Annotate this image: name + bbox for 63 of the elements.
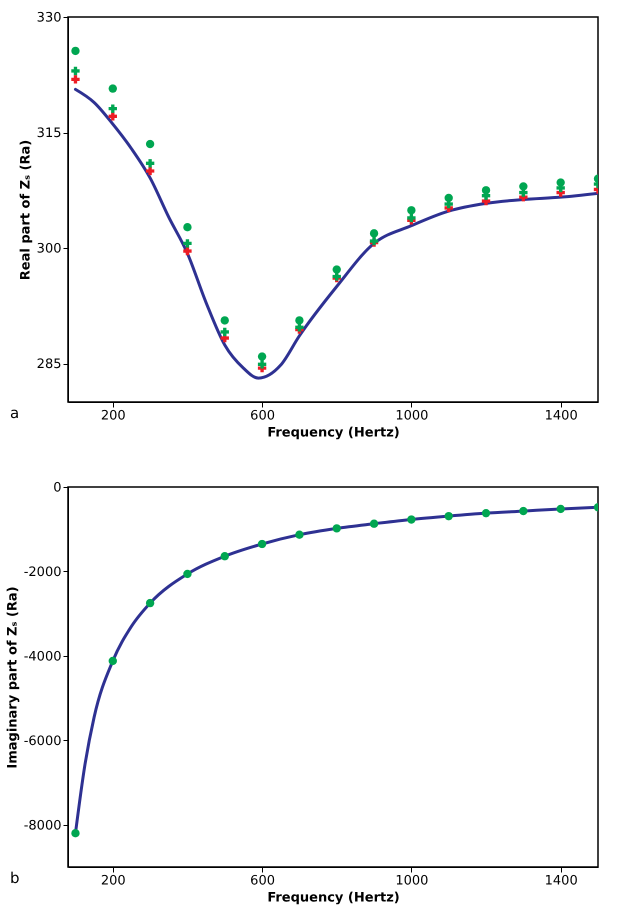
y-tick-label: 330 (36, 10, 62, 26)
point (183, 223, 192, 232)
y-tick-label: -6000 (24, 734, 62, 749)
point (519, 182, 528, 191)
point (295, 316, 304, 325)
y-tick-label: -8000 (24, 818, 62, 834)
point (482, 186, 490, 194)
y-tick-label: -4000 (24, 649, 62, 664)
point (370, 229, 378, 238)
point (220, 552, 229, 560)
point (407, 515, 416, 524)
point (556, 504, 565, 514)
y-tick-label: 285 (36, 357, 62, 372)
point (108, 656, 117, 666)
text: a (10, 404, 20, 422)
point (295, 530, 304, 539)
point (258, 540, 266, 548)
point (407, 214, 416, 222)
point (71, 46, 80, 56)
point (146, 159, 154, 168)
point (108, 112, 117, 121)
line-series (74, 88, 598, 380)
point (71, 829, 80, 838)
point (444, 194, 453, 202)
y-tick-label: 300 (36, 242, 62, 256)
point (370, 520, 378, 528)
point (444, 512, 453, 520)
point (220, 328, 229, 336)
point (258, 352, 266, 361)
point (220, 316, 229, 325)
y-axis-title: Imaginary part of Zₛ (Ra) (6, 586, 21, 769)
y-axis-title: Real part of Zₛ (Ra) (18, 140, 34, 280)
point (71, 66, 80, 76)
text: b (10, 869, 20, 887)
x-tick-label: 1000 (395, 408, 428, 424)
point (146, 598, 154, 608)
y-tick-label: 0 (53, 480, 62, 496)
x-tick-label: 200 (100, 874, 126, 888)
point (332, 524, 341, 533)
point (146, 166, 154, 176)
x-tick-label: 200 (100, 408, 126, 424)
x-tick-label: 1400 (544, 408, 578, 424)
point (258, 360, 266, 368)
point (183, 570, 192, 578)
point (556, 178, 565, 187)
point (407, 206, 416, 214)
point (108, 84, 117, 93)
y-tick-label: 315 (36, 126, 62, 141)
point (183, 239, 192, 248)
x-tick-label: 1000 (395, 874, 428, 888)
point (183, 246, 192, 256)
x-axis-title: Frequency (Hertz) (267, 426, 400, 440)
point (519, 506, 528, 516)
x-tick-label: 600 (250, 408, 275, 424)
point (71, 75, 80, 84)
x-axis-title: Frequency (Hertz) (267, 890, 400, 906)
point (108, 104, 117, 113)
x-tick-label: 1400 (544, 874, 578, 888)
y-tick-label: -2000 (24, 564, 62, 580)
x-tick-label: 600 (250, 874, 275, 888)
point (482, 509, 490, 518)
point (146, 140, 154, 148)
point (332, 265, 341, 274)
